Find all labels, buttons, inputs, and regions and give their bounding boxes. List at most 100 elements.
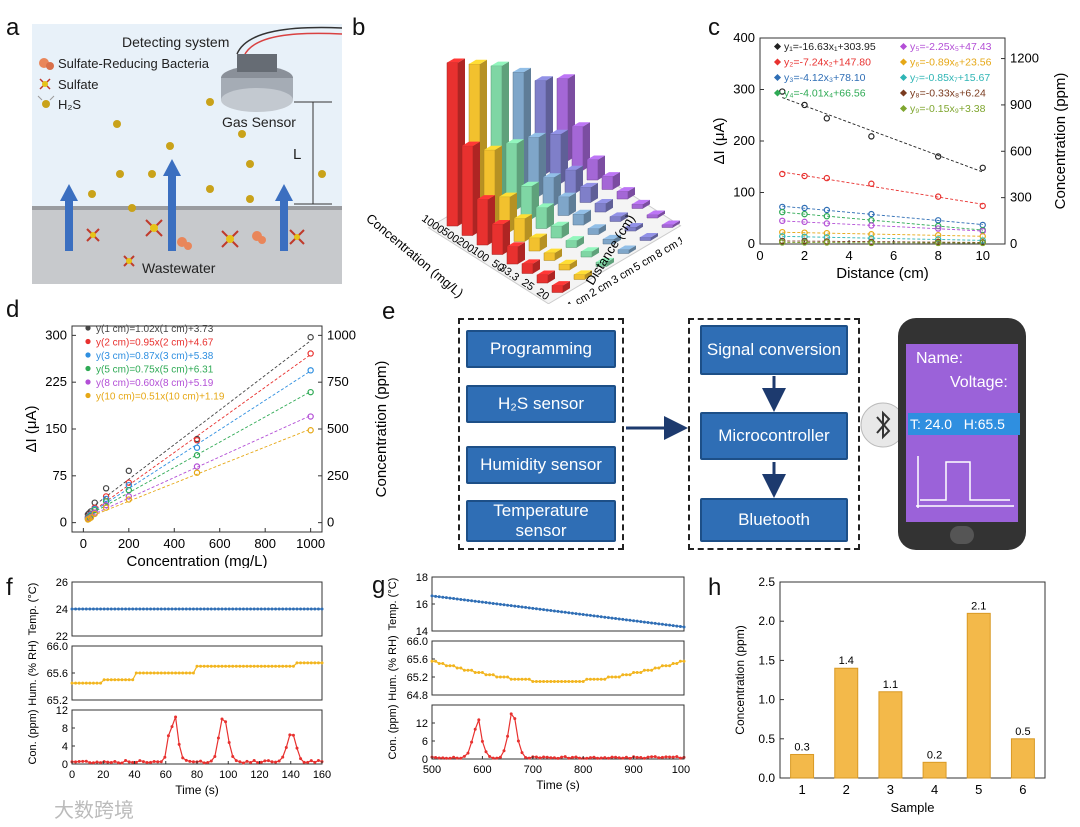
data-point: [801, 229, 808, 236]
microcontroller-box: Microcontroller: [700, 412, 848, 460]
data-point: [256, 664, 260, 668]
bar-front: [476, 199, 489, 246]
data-point: [193, 463, 201, 470]
data-point: [266, 607, 270, 611]
data-point: [434, 755, 438, 759]
data-point: [231, 607, 235, 611]
data-point: [277, 607, 281, 611]
legend-entry: y(8 cm)=0.60x(8 cm)+5.19: [96, 378, 214, 389]
data-point: [538, 756, 542, 760]
bar-data-label: 0.5: [1015, 726, 1030, 738]
data-point: [678, 625, 682, 629]
data-point: [188, 607, 192, 611]
fit-line: [782, 171, 983, 205]
data-point: [603, 756, 607, 760]
data-point: [249, 664, 253, 668]
series-trace: [431, 712, 685, 760]
y-tick-label: 75: [53, 468, 67, 483]
bar-side: [525, 214, 532, 242]
data-point: [801, 101, 808, 109]
y2-tick-label: 900: [1010, 97, 1032, 112]
legend-marker: [899, 42, 908, 51]
x-tick-label: 10: [975, 248, 989, 263]
legend-marker: [773, 42, 782, 51]
bar-front: [551, 285, 564, 293]
schematic-distance-label: L: [293, 146, 302, 163]
legend-entry: y₂=-7.24x₂+147.80: [784, 57, 871, 69]
series-trace: [71, 716, 323, 764]
data-point: [675, 755, 679, 759]
data-point: [588, 677, 592, 681]
bar-top: [536, 203, 554, 208]
bar-side: [547, 203, 554, 229]
data-point: [502, 603, 506, 607]
data-point: [560, 755, 564, 759]
data-point: [206, 761, 210, 765]
data-point: [295, 661, 299, 665]
data-point: [131, 760, 135, 764]
x-tick-label: 3: [887, 782, 894, 797]
data-point: [574, 612, 578, 616]
fit-line: [782, 241, 983, 244]
data-point: [506, 734, 510, 738]
data-point: [506, 603, 510, 607]
data-point: [542, 755, 546, 759]
data-point: [202, 607, 206, 611]
fit-line: [782, 231, 983, 237]
data-point: [281, 664, 285, 668]
y-tick-label: 100: [733, 185, 755, 200]
data-point: [632, 619, 636, 623]
data-point: [259, 664, 263, 668]
bar-top: [559, 259, 577, 264]
fit-line: [782, 211, 983, 231]
bar-side: [621, 212, 628, 222]
data-point: [88, 607, 92, 611]
data-point: [531, 606, 535, 610]
bar-front: [535, 207, 548, 229]
bar-side: [533, 259, 540, 274]
humidity-sensor-box: Humidity sensor: [466, 446, 616, 484]
y-tick-label: 65.6: [47, 668, 68, 680]
data-point: [127, 678, 131, 682]
distance-tick-label: 8 cm: [654, 238, 681, 260]
data-point: [506, 675, 510, 679]
data-point: [502, 749, 506, 753]
data-point: [524, 605, 528, 609]
bar-top: [491, 61, 509, 66]
bar-side: [548, 270, 555, 283]
data-point: [288, 607, 292, 611]
bar-data-label: 2.1: [971, 600, 986, 612]
data-point: [284, 745, 288, 749]
bar-data-label: 0.2: [927, 749, 942, 761]
x-tick-label: 800: [254, 536, 276, 551]
data-point: [452, 664, 456, 668]
data-point: [224, 664, 228, 668]
data-point: [466, 598, 470, 602]
y2-axis-label: Concentration (ppm): [1052, 73, 1069, 210]
data-point: [650, 755, 654, 759]
row-frame: [431, 640, 685, 696]
data-point: [102, 678, 106, 682]
data-point: [491, 673, 495, 677]
legend-marker: [85, 325, 91, 331]
data-point: [99, 607, 103, 611]
x-axis-label: Time (s): [536, 778, 580, 792]
y-tick-label: 0: [748, 236, 755, 251]
bar-top: [610, 212, 628, 217]
data-point: [801, 218, 808, 226]
data-point: [77, 760, 81, 764]
legend-entry: y₆=-0.89x₆+23.56: [910, 57, 992, 69]
data-point: [650, 621, 654, 625]
x-tick-label: 4: [845, 248, 852, 263]
data-point: [552, 609, 556, 613]
data-point: [274, 760, 278, 764]
bar-top: [535, 76, 553, 81]
fit-line: [87, 340, 311, 511]
data-point: [193, 452, 201, 459]
schematic-detecting-system: Detecting system: [122, 34, 230, 50]
data-point: [534, 755, 538, 759]
data-point: [309, 607, 313, 611]
data-point: [91, 510, 98, 518]
data-point: [657, 756, 661, 760]
data-point: [266, 759, 270, 763]
